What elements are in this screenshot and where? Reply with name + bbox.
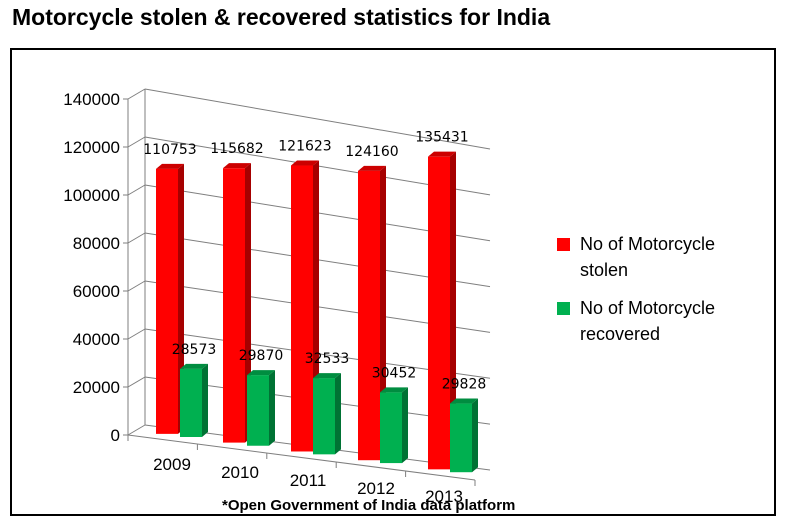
bar-recovered-side (269, 370, 275, 446)
legend-label: No of Motorcycle (580, 298, 715, 318)
bar-recovered-side (472, 398, 478, 473)
bar-stolen (291, 165, 313, 452)
y-tick-label: 60000 (73, 282, 120, 301)
bar-stolen (428, 156, 450, 470)
bar-stolen-top (428, 151, 456, 157)
bar-recovered-top (450, 398, 478, 404)
y-tick-label: 20000 (73, 378, 120, 397)
bar-recovered-side (202, 363, 208, 437)
bar-stolen-side (450, 151, 456, 470)
legend-swatch-stolen (557, 238, 570, 251)
chart-title: Motorcycle stolen & recovered statistics… (12, 4, 551, 30)
data-label-recovered: 32533 (305, 351, 350, 367)
bar-recovered-top (247, 370, 275, 376)
data-label-recovered: 30452 (372, 365, 417, 381)
data-label-stolen: 110753 (143, 142, 196, 158)
data-label-recovered: 29870 (239, 348, 284, 364)
bar-stolen-side (380, 165, 386, 461)
gridline-side (127, 88, 146, 100)
bar-stolen-side (245, 163, 251, 443)
bar-stolen-top (156, 163, 184, 169)
gridline-side (127, 232, 146, 244)
data-label-stolen: 124160 (345, 144, 398, 160)
bar-stolen (156, 168, 178, 434)
bar-stolen-top (291, 160, 319, 166)
legend-label: recovered (580, 324, 660, 344)
legend-label: No of Motorcycle (580, 234, 715, 254)
bar-stolen (223, 168, 245, 443)
x-axis-line (127, 434, 476, 481)
y-tick-label: 0 (111, 426, 120, 445)
bar-recovered-top (313, 373, 341, 379)
y-tick-label: 120000 (63, 138, 120, 157)
gridline-side (127, 280, 146, 292)
bar-recovered-side (402, 387, 408, 464)
gridline-side (127, 424, 146, 436)
gridline-side (127, 184, 146, 196)
gridline-side (127, 376, 146, 388)
data-label-recovered: 29828 (442, 377, 487, 393)
y-tick-label: 80000 (73, 234, 120, 253)
legend-swatch-recovered (557, 302, 570, 315)
bar-recovered (450, 403, 472, 473)
gridline-side (127, 136, 146, 148)
y-tick-label: 140000 (63, 90, 120, 109)
legend-label: stolen (580, 260, 628, 280)
bar-stolen-side (178, 163, 184, 434)
bar-recovered (313, 378, 335, 455)
x-tick-label: 2012 (357, 479, 395, 498)
bar-stolen (358, 170, 380, 461)
gridline (144, 88, 491, 150)
x-tick-label: 2010 (221, 463, 259, 482)
x-tick-label: 2011 (290, 471, 327, 490)
data-label-stolen: 135431 (415, 130, 468, 146)
bar-recovered (247, 375, 269, 446)
bar-recovered-top (380, 387, 408, 393)
bar-stolen-top (358, 165, 386, 171)
bar-recovered (380, 392, 402, 464)
y-tick-label: 100000 (63, 186, 120, 205)
data-label-recovered: 28573 (172, 342, 217, 358)
bar-stolen-top (223, 163, 251, 169)
bar-recovered-top (180, 363, 208, 369)
gridline-side (127, 328, 146, 340)
x-tick-label: 2009 (153, 455, 191, 474)
bar-recovered (180, 368, 202, 437)
data-label-stolen: 115682 (210, 141, 263, 157)
data-label-stolen: 121623 (278, 139, 331, 155)
x-tick-label: 2013 (425, 487, 463, 506)
bar-recovered-side (335, 373, 341, 455)
y-tick-label: 40000 (73, 330, 120, 349)
footnote: *Open Government of India data platform (222, 497, 516, 514)
